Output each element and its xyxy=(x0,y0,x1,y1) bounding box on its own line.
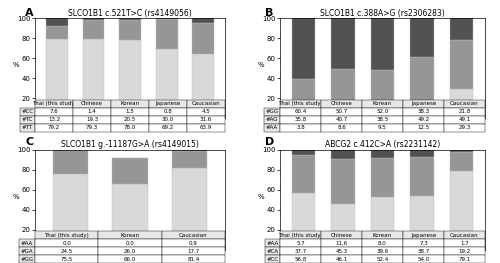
Bar xyxy=(450,40,473,89)
Bar xyxy=(119,20,141,41)
Bar xyxy=(292,155,316,193)
Title: ABCG2 c.412C>A (rs2231142): ABCG2 c.412C>A (rs2231142) xyxy=(325,140,440,149)
Bar xyxy=(292,115,316,118)
Title: SLCO1B1 c.521T>C (rs4149056): SLCO1B1 c.521T>C (rs4149056) xyxy=(68,9,192,18)
Bar xyxy=(450,151,473,171)
Bar xyxy=(331,110,355,118)
Bar xyxy=(450,18,473,40)
Bar xyxy=(331,204,355,250)
Bar xyxy=(192,54,214,118)
Bar xyxy=(192,23,214,54)
Bar xyxy=(410,196,434,250)
Y-axis label: %: % xyxy=(258,194,264,200)
Bar xyxy=(331,69,355,110)
Bar xyxy=(331,147,355,159)
Bar xyxy=(410,106,434,118)
Text: C: C xyxy=(25,137,33,147)
Y-axis label: %: % xyxy=(12,62,20,68)
Bar xyxy=(410,157,434,196)
Bar xyxy=(172,169,207,250)
Bar xyxy=(53,150,88,174)
Bar xyxy=(46,18,68,26)
Bar xyxy=(119,41,141,118)
Bar xyxy=(370,18,394,70)
Y-axis label: %: % xyxy=(12,194,20,200)
Bar xyxy=(450,171,473,250)
Bar xyxy=(331,159,355,204)
Bar xyxy=(370,150,394,158)
Bar xyxy=(410,57,434,106)
Bar xyxy=(112,158,148,184)
Bar xyxy=(331,18,355,69)
Bar xyxy=(82,39,104,118)
Bar xyxy=(292,150,316,155)
Bar xyxy=(112,184,148,250)
Bar xyxy=(172,151,207,169)
Bar xyxy=(370,158,394,198)
Title: SLCO1B1 c.388A>G (rs2306283): SLCO1B1 c.388A>G (rs2306283) xyxy=(320,9,445,18)
Bar xyxy=(292,193,316,250)
Bar xyxy=(292,79,316,115)
Y-axis label: %: % xyxy=(258,62,264,68)
Bar xyxy=(156,49,178,118)
Bar xyxy=(82,20,104,39)
Bar xyxy=(156,19,178,49)
Bar xyxy=(82,18,104,20)
Bar xyxy=(46,26,68,39)
Text: A: A xyxy=(25,8,34,18)
Bar xyxy=(119,18,141,20)
Bar xyxy=(292,18,316,79)
Bar xyxy=(410,18,434,57)
Bar xyxy=(192,18,214,23)
Bar xyxy=(370,198,394,250)
Bar xyxy=(172,150,207,151)
Bar xyxy=(370,109,394,118)
Bar xyxy=(450,150,473,151)
Bar xyxy=(46,39,68,118)
Title: SLCO1B1 g.-11187G>A (rs4149015): SLCO1B1 g.-11187G>A (rs4149015) xyxy=(61,140,199,149)
Text: D: D xyxy=(265,137,274,147)
Bar xyxy=(370,70,394,109)
Text: B: B xyxy=(265,8,274,18)
Bar xyxy=(53,174,88,250)
Bar xyxy=(450,89,473,118)
Bar xyxy=(410,150,434,157)
Bar xyxy=(156,18,178,19)
